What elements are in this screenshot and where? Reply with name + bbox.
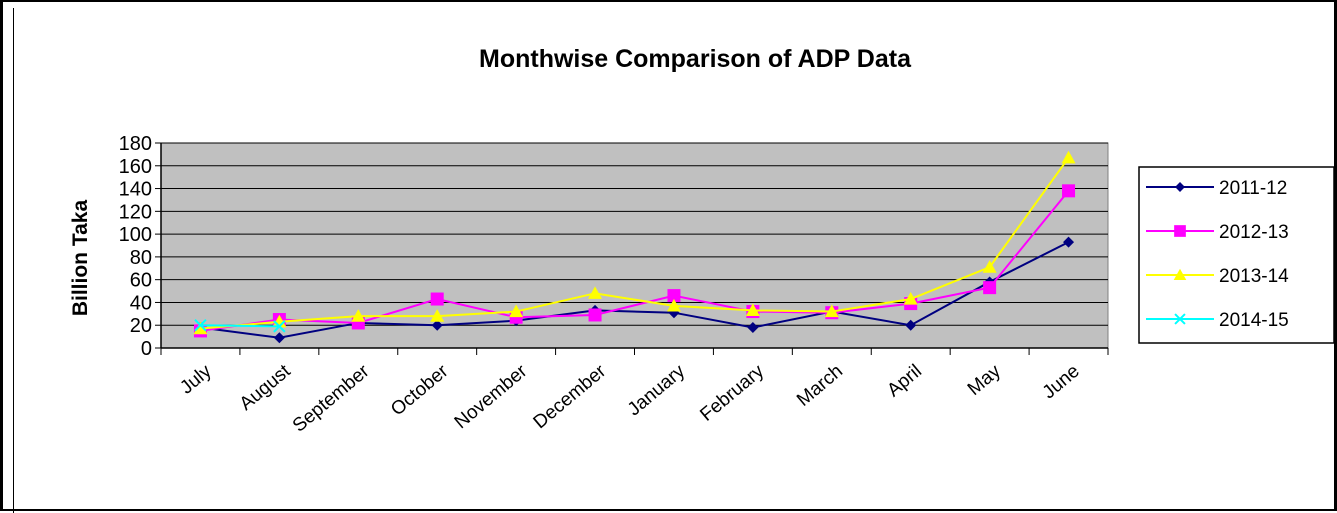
data-point — [747, 322, 759, 333]
y-tick-label: 120 — [119, 201, 152, 223]
legend-item: 2014-15 — [1146, 310, 1289, 331]
data-point — [824, 304, 839, 318]
legend-item: 2011-12 — [1146, 178, 1287, 199]
y-tick-label: 160 — [119, 156, 152, 178]
data-point — [1174, 225, 1186, 237]
data-point — [588, 308, 602, 322]
x-tick-label: August — [236, 360, 295, 415]
y-tick-label: 60 — [130, 270, 152, 292]
data-point — [588, 286, 603, 299]
data-point — [666, 298, 681, 312]
data-point — [273, 332, 285, 344]
y-tick-label: 20 — [130, 315, 152, 337]
x-tick-label: April — [883, 361, 926, 402]
series-line — [200, 157, 1070, 330]
x-tick-label: October — [387, 360, 453, 420]
legend-item: 2013-14 — [1146, 266, 1289, 287]
data-point — [905, 319, 917, 331]
data-point — [667, 289, 681, 303]
y-tick-label: 180 — [119, 133, 152, 155]
data-point — [983, 281, 997, 295]
data-point — [1061, 150, 1076, 164]
data-point — [430, 309, 445, 322]
y-axis-label: Billion Taka — [69, 200, 92, 317]
series-2014-15 — [194, 319, 286, 333]
data-point — [1062, 184, 1076, 198]
series-2013-14 — [193, 150, 1076, 335]
legend-item: 2012-13 — [1146, 222, 1289, 243]
data-point — [1063, 236, 1075, 248]
chart-title: Monthwise Comparison of ADP Data — [479, 45, 912, 73]
x-tick-label: March — [793, 361, 847, 411]
legend-box — [1138, 166, 1334, 344]
y-tick-label: 0 — [141, 338, 152, 360]
data-point — [982, 260, 997, 273]
y-tick-label: 140 — [119, 179, 152, 201]
data-point — [903, 292, 918, 305]
data-point — [194, 319, 207, 332]
x-tick-label: July — [176, 360, 216, 398]
legend: 2011-12 2012-13 2013-14 2014-15 — [1138, 166, 1334, 344]
x-tick-label: May — [964, 360, 1005, 399]
data-point — [273, 320, 286, 333]
x-tick-label: June — [1039, 361, 1084, 404]
x-tick-label: September — [289, 360, 374, 436]
series-line — [200, 324, 280, 328]
data-point — [193, 321, 208, 335]
data-point — [745, 303, 760, 317]
line-chart: Monthwise Comparison of ADP Data 0204060… — [69, 45, 1334, 437]
legend-label: 2014-15 — [1219, 310, 1289, 331]
y-tick-label: 40 — [130, 292, 152, 314]
data-point — [1175, 182, 1185, 192]
legend-label: 2013-14 — [1219, 266, 1289, 287]
data-point — [430, 292, 444, 306]
x-tick-label: November — [451, 360, 532, 433]
frame-inner-border — [13, 8, 14, 513]
data-point — [1174, 313, 1186, 325]
series-line — [200, 190, 1070, 332]
data-point — [509, 304, 524, 318]
y-tick-label: 100 — [119, 224, 152, 246]
legend-label: 2011-12 — [1219, 178, 1287, 199]
data-point — [1173, 268, 1187, 281]
x-tick-label: February — [696, 360, 768, 425]
y-tick-label: 80 — [130, 247, 152, 269]
x-tick-label: December — [530, 360, 611, 433]
x-tick-label: January — [624, 360, 690, 420]
plot-background — [160, 142, 1109, 349]
legend-label: 2012-13 — [1219, 222, 1289, 243]
data-point — [351, 309, 366, 322]
series-line — [200, 241, 1069, 339]
data-point — [431, 319, 443, 331]
